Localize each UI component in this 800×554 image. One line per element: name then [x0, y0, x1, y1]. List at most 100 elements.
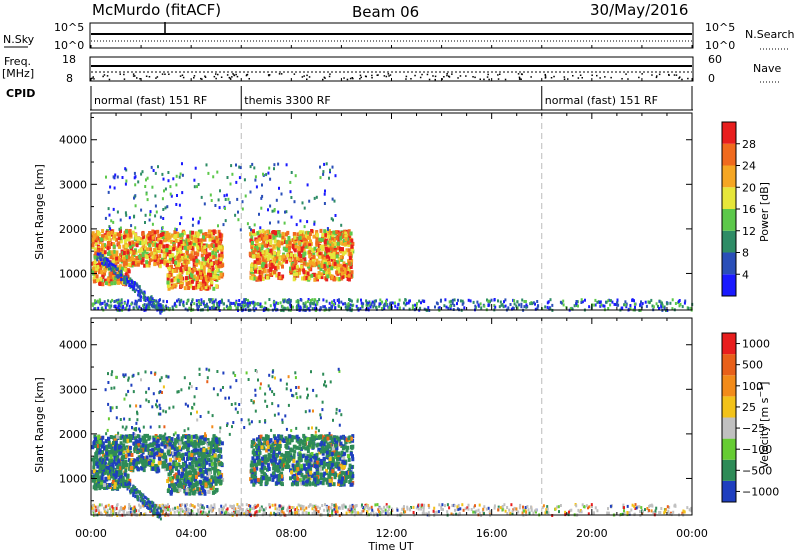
nave-dot — [419, 76, 422, 79]
nave-dot — [248, 78, 250, 80]
nave-dot — [119, 73, 121, 75]
nave-dot — [451, 73, 453, 75]
time-tick-label: 00:00 — [676, 527, 708, 540]
freq-label: Freq. — [4, 55, 31, 68]
power-panel: 1000 2000 3000 4000 — [59, 112, 694, 315]
nave-dot — [303, 75, 305, 77]
nave-dot — [235, 73, 237, 76]
nave-dot — [103, 74, 106, 76]
power-colorbar: 4 8 12 16 20 24 28 — [721, 121, 756, 297]
nave-dot — [108, 78, 111, 81]
nave-dot — [581, 77, 583, 79]
nave-dot — [517, 73, 520, 75]
nave-dot — [553, 75, 555, 78]
nave-dot — [426, 73, 429, 76]
velocity-colorbar-swatch — [722, 375, 736, 397]
velocity-ytick-label: 3000 — [59, 383, 87, 396]
nave-dot — [161, 73, 164, 75]
time-axis-label: Time UT — [367, 540, 413, 553]
nave-dot — [472, 76, 474, 78]
nave-dot — [200, 77, 202, 80]
station-title: McMurdo (fitACF) — [92, 1, 221, 19]
nave-dot — [658, 73, 661, 76]
time-tick-label: 20:00 — [576, 527, 608, 540]
nave-dot — [280, 73, 283, 75]
nave-dot — [349, 77, 352, 80]
velocity-colorbar-label-end: ] — [758, 382, 771, 386]
nave-dot — [181, 74, 184, 76]
nave-dot — [301, 76, 304, 78]
nave-dot — [278, 73, 281, 75]
freq-strip-frame — [89, 56, 694, 82]
nave-dot — [596, 74, 598, 77]
power-colorbar-swatch — [722, 209, 736, 231]
velocity-colorbar-swatch — [722, 333, 736, 355]
time-tick-label: 16:00 — [476, 527, 508, 540]
nave-dot — [621, 78, 623, 80]
nave-tick-low: 0 — [708, 72, 715, 85]
nave-dot — [421, 73, 423, 76]
power-colorbar-swatch — [722, 230, 736, 253]
nave-dot — [91, 77, 93, 80]
power-frame-outline — [90, 112, 693, 311]
velocity-colorbar-swatch — [722, 354, 736, 376]
nave-dot — [306, 78, 308, 80]
nave-dot — [497, 74, 499, 76]
nave-dot — [236, 75, 239, 78]
nave-dot — [215, 77, 217, 80]
nave-dot — [246, 73, 249, 76]
nave-dot — [572, 75, 574, 77]
nave-dot — [346, 78, 349, 81]
nave-dot — [389, 74, 392, 76]
nave-dot — [293, 73, 296, 75]
cpid-label-1: themis 3300 RF — [244, 94, 331, 107]
nave-dot — [577, 77, 580, 79]
nave-dot — [487, 73, 489, 76]
nave-dot — [102, 75, 104, 78]
power-colorbar-tick-label: 20 — [742, 181, 756, 194]
nave-dot — [156, 76, 159, 78]
nave-dot — [446, 74, 448, 77]
nave-dot — [193, 77, 195, 79]
nave-dot — [488, 78, 490, 81]
nave-dot — [520, 78, 522, 80]
nave-dot — [567, 78, 569, 80]
nave-dot — [681, 78, 683, 81]
nave-dot — [193, 75, 196, 77]
nave-dot — [201, 78, 203, 80]
nave-dot — [136, 77, 138, 79]
nave-tick-high: 60 — [708, 53, 722, 66]
time-tick-label: 08:00 — [275, 527, 307, 540]
power-colorbar-tick-label: 12 — [742, 225, 756, 238]
nave-dot — [483, 78, 485, 81]
nave-dot — [405, 78, 407, 80]
power-colorbar-swatch — [722, 274, 736, 296]
power-colorbar-swatch — [722, 252, 736, 275]
nave-dot — [675, 74, 678, 76]
nave-dot — [457, 77, 459, 79]
velocity-ylabel: Slant Range [km] — [33, 377, 46, 473]
nave-dot — [446, 73, 448, 75]
power-ytick-label: 2000 — [59, 223, 87, 236]
nave-dot — [520, 73, 523, 75]
nave-dot — [329, 73, 331, 75]
nave-dot — [448, 76, 451, 78]
power-colorbar-tick-label: 8 — [742, 247, 749, 260]
nave-dot — [530, 76, 532, 78]
freq-tick-high: 18 — [62, 53, 76, 66]
nave-dot — [655, 76, 658, 79]
nave-dot — [106, 75, 109, 77]
velocity-colorbar: 1000 500 100 25 −25 −100 −500 −1000 — [721, 332, 779, 503]
cpid-label-0: normal (fast) 151 RF — [94, 94, 207, 107]
nave-dot — [428, 78, 431, 81]
noise-strip-frame — [89, 22, 694, 49]
nave-dot — [544, 77, 547, 79]
nave-dot — [591, 74, 593, 76]
nave-dot — [324, 77, 326, 79]
nave-dot — [148, 76, 151, 78]
nave-dot — [479, 78, 481, 80]
nave-dot — [687, 77, 689, 80]
nave-dot — [343, 77, 345, 79]
noise-left-tick-low: 10^0 — [54, 39, 84, 52]
nave-dot — [267, 74, 270, 76]
